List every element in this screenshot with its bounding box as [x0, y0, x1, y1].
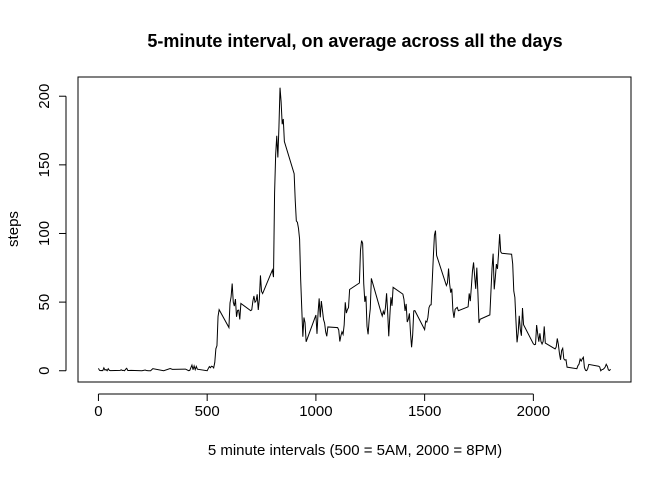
- x-tick-label: 500: [195, 403, 220, 420]
- y-tick-label: 0: [36, 367, 53, 375]
- y-tick-label: 100: [36, 221, 53, 246]
- x-tick-label: 2000: [517, 403, 550, 420]
- y-tick-label: 150: [36, 152, 53, 177]
- plot-area-border: [77, 76, 632, 383]
- x-tick-label: 1500: [408, 403, 441, 420]
- y-axis-label: steps: [5, 211, 22, 247]
- x-tick-label: 0: [94, 403, 102, 420]
- x-tick-label: 1000: [299, 403, 332, 420]
- chart-title: 5-minute interval, on average across all…: [147, 31, 562, 51]
- y-axis: 0 50 100 150 200: [36, 84, 67, 375]
- x-axis: 0 500 1000 1500 2000: [94, 393, 550, 420]
- steps-series-line: [98, 87, 611, 372]
- y-tick-label: 200: [36, 84, 53, 109]
- x-axis-label: 5 minute intervals (500 = 5AM, 2000 = 8P…: [208, 442, 502, 459]
- y-tick-label: 50: [36, 294, 53, 311]
